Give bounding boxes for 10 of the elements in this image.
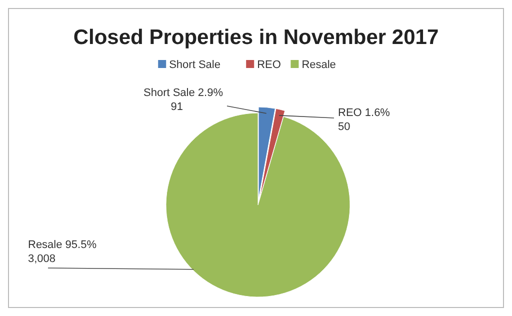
category-label: REO 1.6%: [338, 107, 390, 119]
text: 3,008: [28, 253, 56, 265]
text: 91: [170, 101, 183, 113]
text: 50: [338, 121, 350, 133]
category-label: Short Sale 2.9%: [144, 87, 223, 99]
legend-label: Short Sale: [169, 59, 220, 71]
chart-title: Closed Properties in November 2017: [73, 26, 439, 49]
category-label: Resale 95.5%: [28, 239, 96, 251]
legend-label: Resale: [302, 59, 336, 71]
legend-label: REO: [257, 59, 282, 71]
